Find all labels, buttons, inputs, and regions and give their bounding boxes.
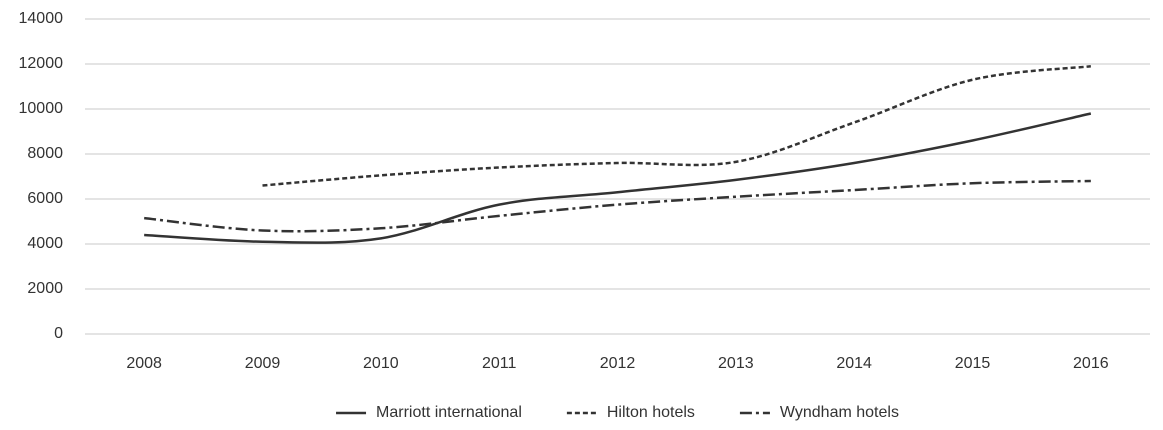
x-tick-label: 2013 [718, 355, 754, 372]
legend-label: Wyndham hotels [780, 404, 899, 421]
y-tick-label: 0 [54, 325, 63, 342]
series-line [144, 179, 1091, 233]
x-tick-label: 2014 [836, 355, 872, 372]
y-tick-label: 10000 [19, 100, 64, 117]
y-tick-label: 12000 [19, 55, 64, 72]
y-tick-label: 8000 [27, 145, 63, 162]
legend-label: Hilton hotels [607, 404, 695, 421]
y-tick-label: 4000 [27, 235, 63, 252]
x-tick-label: 2016 [1073, 355, 1109, 372]
x-tick-label: 2008 [126, 355, 162, 372]
series-line [262, 65, 1091, 187]
y-tick-label: 14000 [19, 10, 64, 27]
x-tick-label: 2011 [482, 355, 517, 372]
y-tick-label: 2000 [27, 280, 63, 297]
x-tick-label: 2012 [600, 355, 636, 372]
legend-label: Marriott international [376, 404, 522, 421]
series-line [144, 112, 1092, 244]
x-tick-label: 2015 [955, 355, 991, 372]
x-tick-label: 2010 [363, 355, 399, 372]
x-tick-label: 2009 [245, 355, 281, 372]
y-tick-label: 6000 [27, 190, 63, 207]
